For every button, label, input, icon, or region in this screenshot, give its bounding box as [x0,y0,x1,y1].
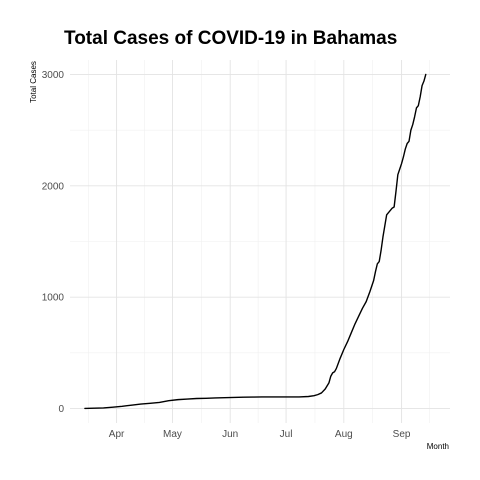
series-layer [84,73,427,410]
x-axis-title: Month [427,442,449,451]
x-tick-label: Apr [109,429,125,440]
x-tick-label: Jun [222,429,238,440]
y-tick-label: 0 [58,404,64,415]
tick-layer: 0 1000 2000 3000 Apr May Jun Jul Aug Sep [42,70,411,440]
y-tick-label: 2000 [42,181,65,192]
x-tick-label: Sep [393,429,411,440]
y-tick-label: 3000 [42,70,65,81]
series-line [84,73,427,410]
y-axis-title: Total Cases [29,61,38,103]
x-tick-label: Jul [280,429,293,440]
y-tick-label: 1000 [42,293,65,304]
grid-layer [70,60,450,423]
x-tick-label: Aug [335,429,353,440]
chart-title: Total Cases of COVID-19 in Bahamas [64,28,397,49]
x-tick-label: May [163,429,182,440]
